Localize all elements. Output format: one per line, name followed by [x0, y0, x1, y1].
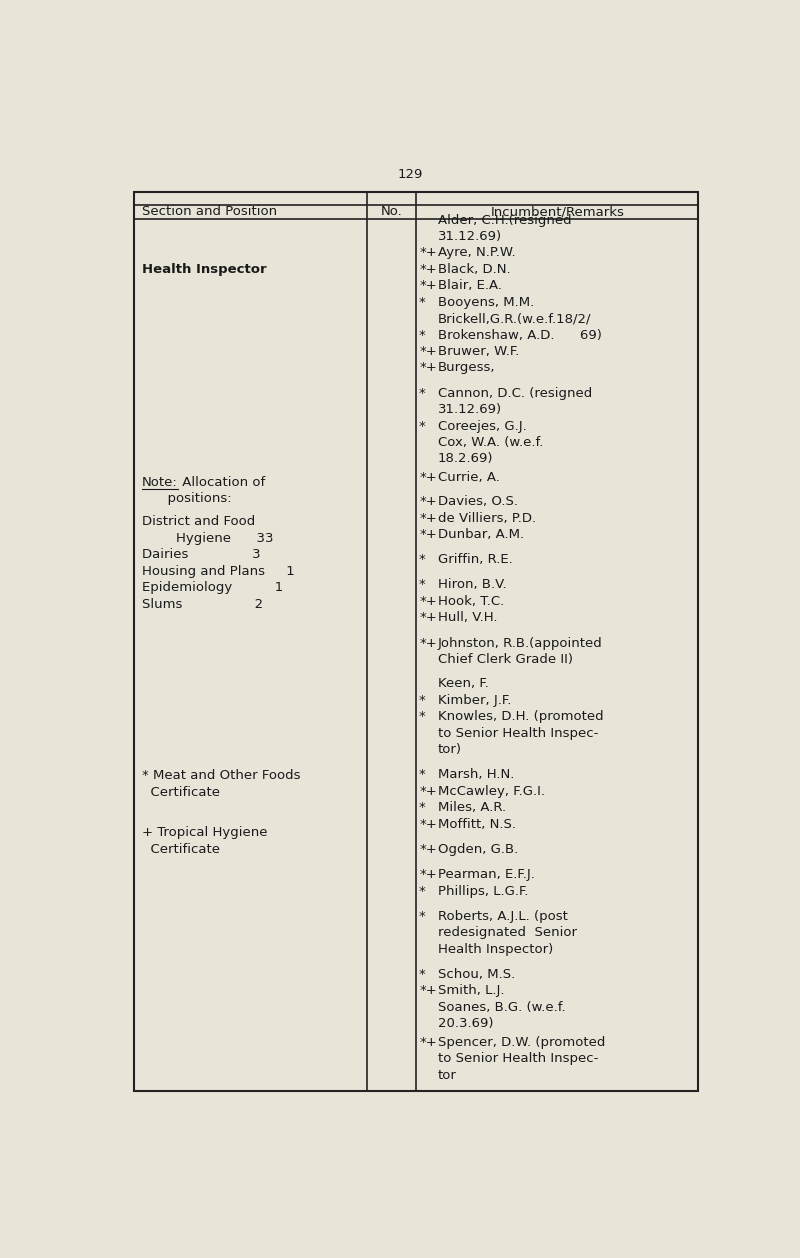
Text: Dunbar, A.M.: Dunbar, A.M.	[438, 528, 524, 541]
Text: to Senior Health Inspec-: to Senior Health Inspec-	[438, 727, 598, 740]
Text: 20.3.69): 20.3.69)	[438, 1018, 494, 1030]
Text: Hook, T.C.: Hook, T.C.	[438, 595, 504, 608]
Text: Ayre, N.P.W.: Ayre, N.P.W.	[438, 247, 515, 259]
Text: Davies, O.S.: Davies, O.S.	[438, 496, 518, 508]
Text: *: *	[419, 711, 430, 723]
Text: Epidemiology          1: Epidemiology 1	[142, 581, 282, 594]
Text: *+: *+	[419, 818, 437, 830]
Text: *+: *+	[419, 345, 437, 359]
Text: to Senior Health Inspec-: to Senior Health Inspec-	[438, 1052, 598, 1066]
Text: Johnston, R.B.(appointed: Johnston, R.B.(appointed	[438, 637, 602, 649]
Text: Hull, V.H.: Hull, V.H.	[438, 611, 498, 624]
Text: 31.12.69): 31.12.69)	[438, 403, 502, 416]
Text: Alder, C.H.(resigned: Alder, C.H.(resigned	[438, 214, 571, 228]
Text: Black, D.N.: Black, D.N.	[438, 263, 510, 276]
Text: *: *	[419, 296, 430, 308]
Text: Dairies               3: Dairies 3	[142, 548, 260, 561]
Text: Incumbent/Remarks: Incumbent/Remarks	[490, 205, 624, 219]
Text: Keen, F.: Keen, F.	[438, 677, 489, 691]
Text: *: *	[419, 554, 430, 566]
Text: Spencer, D.W. (promoted: Spencer, D.W. (promoted	[438, 1035, 606, 1049]
Text: Knowles, D.H. (promoted: Knowles, D.H. (promoted	[438, 711, 603, 723]
Text: Burgess,: Burgess,	[438, 361, 495, 375]
Text: Phillips, L.G.F.: Phillips, L.G.F.	[438, 884, 529, 897]
Text: *+: *+	[419, 263, 437, 276]
Text: *: *	[419, 884, 430, 897]
Text: Griffin, R.E.: Griffin, R.E.	[438, 554, 513, 566]
Text: tor): tor)	[438, 743, 462, 756]
Text: Kimber, J.F.: Kimber, J.F.	[438, 693, 511, 707]
Text: *+: *+	[419, 528, 437, 541]
Text: Hygiene      33: Hygiene 33	[142, 532, 273, 545]
Text: Moffitt, N.S.: Moffitt, N.S.	[438, 818, 516, 830]
Text: *+: *+	[419, 512, 437, 525]
Text: *+: *+	[419, 611, 437, 624]
Text: + Tropical Hygiene: + Tropical Hygiene	[142, 827, 267, 839]
Text: *+: *+	[419, 470, 437, 484]
Text: *: *	[419, 967, 430, 981]
Text: *+: *+	[419, 868, 437, 881]
Text: Ogden, G.B.: Ogden, G.B.	[438, 843, 518, 855]
Text: Certificate: Certificate	[142, 843, 219, 855]
Text: 31.12.69): 31.12.69)	[438, 230, 502, 243]
Text: Smith, L.J.: Smith, L.J.	[438, 984, 505, 998]
Text: *+: *+	[419, 279, 437, 292]
Text: Miles, A.R.: Miles, A.R.	[438, 801, 506, 814]
Text: Chief Clerk Grade II): Chief Clerk Grade II)	[438, 653, 573, 665]
Text: * Meat and Other Foods: * Meat and Other Foods	[142, 769, 300, 782]
Text: No.: No.	[381, 205, 402, 219]
Text: Roberts, A.J.L. (post: Roberts, A.J.L. (post	[438, 910, 568, 922]
Text: Booyens, M.M.: Booyens, M.M.	[438, 296, 534, 308]
Text: *+: *+	[419, 984, 437, 998]
Text: Health Inspector): Health Inspector)	[438, 942, 553, 956]
Text: Brokenshaw, A.D.      69): Brokenshaw, A.D. 69)	[438, 328, 602, 341]
Text: *+: *+	[419, 637, 437, 649]
Text: *: *	[419, 769, 430, 781]
Text: *+: *+	[419, 785, 437, 798]
Text: *+: *+	[419, 496, 437, 508]
Text: *: *	[419, 328, 430, 341]
Text: Allocation of: Allocation of	[178, 476, 265, 489]
Text: Cox, W.A. (w.e.f.: Cox, W.A. (w.e.f.	[438, 437, 543, 449]
Text: *: *	[419, 420, 430, 433]
Text: *+: *+	[419, 843, 437, 855]
Text: Coreejes, G.J.: Coreejes, G.J.	[438, 420, 526, 433]
Text: Slums                 2: Slums 2	[142, 598, 262, 611]
Text: Housing and Plans     1: Housing and Plans 1	[142, 565, 294, 577]
Text: *+: *+	[419, 1035, 437, 1049]
Text: 18.2.69): 18.2.69)	[438, 453, 494, 465]
Text: Schou, M.S.: Schou, M.S.	[438, 967, 515, 981]
Text: *: *	[419, 386, 430, 400]
Text: Bruwer, W.F.: Bruwer, W.F.	[438, 345, 519, 359]
Text: positions:: positions:	[142, 492, 231, 506]
Text: Hiron, B.V.: Hiron, B.V.	[438, 579, 506, 591]
Text: Pearman, E.F.J.: Pearman, E.F.J.	[438, 868, 534, 881]
Text: Health Inspector: Health Inspector	[142, 263, 266, 276]
Text: Section and Position: Section and Position	[142, 205, 277, 219]
Text: *+: *+	[419, 595, 437, 608]
Text: Currie, A.: Currie, A.	[438, 470, 500, 484]
Text: District and Food: District and Food	[142, 516, 254, 528]
Text: Marsh, H.N.: Marsh, H.N.	[438, 769, 514, 781]
Text: redesignated  Senior: redesignated Senior	[438, 926, 577, 940]
Text: 129: 129	[398, 169, 422, 181]
Text: Brickell,G.R.(w.e.f.18/2/: Brickell,G.R.(w.e.f.18/2/	[438, 312, 591, 325]
Text: Cannon, D.C. (resigned: Cannon, D.C. (resigned	[438, 386, 592, 400]
Text: McCawley, F.G.I.: McCawley, F.G.I.	[438, 785, 545, 798]
Text: *: *	[419, 693, 430, 707]
Text: *: *	[419, 910, 430, 922]
Text: Soanes, B.G. (w.e.f.: Soanes, B.G. (w.e.f.	[438, 1001, 566, 1014]
Text: *+: *+	[419, 361, 437, 375]
Text: Certificate: Certificate	[142, 786, 219, 799]
Text: Note:: Note:	[142, 476, 178, 489]
Text: *: *	[419, 801, 430, 814]
Text: tor: tor	[438, 1068, 457, 1082]
Text: *+: *+	[419, 247, 437, 259]
Text: *: *	[419, 579, 430, 591]
Text: Blair, E.A.: Blair, E.A.	[438, 279, 502, 292]
Text: de Villiers, P.D.: de Villiers, P.D.	[438, 512, 536, 525]
